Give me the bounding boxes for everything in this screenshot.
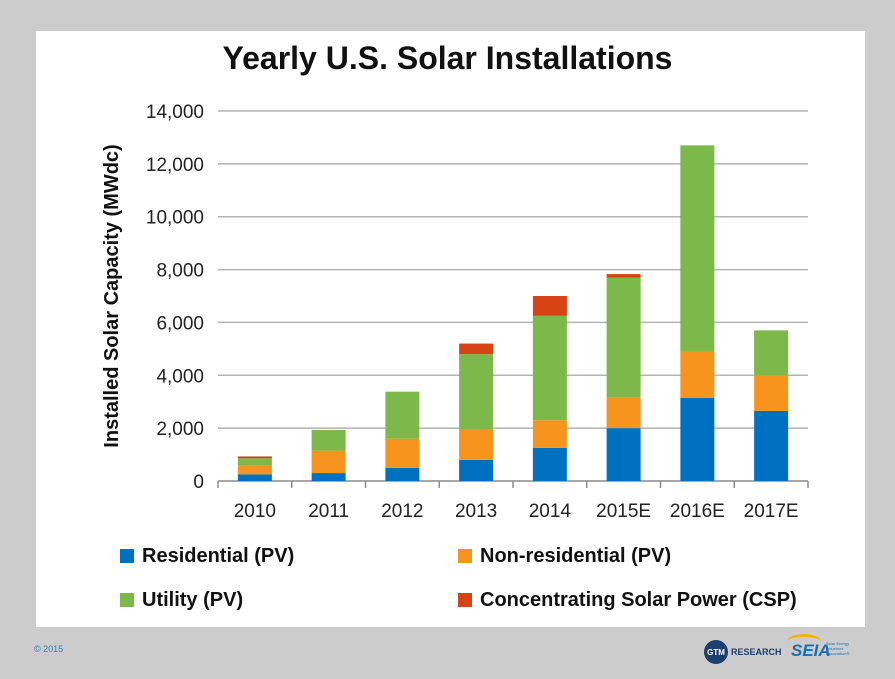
x-tick-label: 2016E [670,501,725,522]
bar-segment-residential [754,410,789,481]
legend-swatch-residential [120,549,134,563]
bar-segment-utility [311,429,346,451]
bar-segment-residential [237,474,272,481]
bar-segment-residential [532,447,567,481]
legend-item-residential: Residential (PV) [120,544,294,568]
slide-panel [36,31,865,627]
seia-arc-icon [787,634,821,649]
bar-segment-utility [459,354,494,430]
bar-segment-utility [606,277,641,398]
seia-tagline: Solar Energy Industries Association® [826,640,850,656]
y-tick-label: 8,000 [156,261,204,282]
x-tick-label: 2010 [234,501,276,522]
legend-item-nonresidential: Non-residential (PV) [458,544,671,568]
gtm-research-logo: GTM RESEARCH [704,640,782,664]
bar-segment-utility [532,315,567,421]
bar-segment-nonresidential [237,465,272,475]
x-tick-label: 2017E [744,501,799,522]
legend-swatch-utility [120,593,134,607]
x-tick-label: 2011 [308,501,349,522]
legend-label-csp: Concentrating Solar Power (CSP) [480,588,797,611]
legend-label-nonresidential: Non-residential (PV) [480,544,672,567]
bar-segment-nonresidential [532,420,567,448]
x-tick-label: 2013 [455,501,497,522]
bar-segment-residential [680,397,715,481]
bar-segment-utility [754,330,789,376]
copyright-text: © 2015 [34,644,64,654]
bar-segment-nonresidential [754,375,789,411]
y-tick-label: 12,000 [146,155,204,176]
x-tick-label: 2015E [596,501,651,522]
y-tick-label: 4,000 [156,366,204,387]
bar-segment-nonresidential [385,438,420,468]
legend-label-utility: Utility (PV) [142,588,244,611]
y-tick-label: 6,000 [156,313,204,334]
seia-mark: SEIA [787,634,831,662]
gtm-wordmark: RESEARCH [731,647,782,657]
legend-swatch-nonresidential [458,549,472,563]
bar-segment-nonresidential [680,351,715,398]
bar-segment-csp [532,296,567,316]
seia-wordmark: SEIA [791,641,831,660]
bar-segment-residential [311,473,346,481]
legend-swatch-csp [458,593,472,607]
x-tick-label: 2014 [529,501,572,522]
bar-segment-nonresidential [459,429,494,460]
y-tick-label: 10,000 [146,208,204,229]
bar-segment-nonresidential [606,397,641,429]
bar-segment-residential [606,428,641,481]
y-tick-label: 0 [193,472,204,493]
legend-label-residential: Residential (PV) [142,544,295,567]
bar-segment-residential [385,467,420,481]
y-tick-label: 14,000 [146,102,204,123]
bar-segment-residential [459,459,494,481]
seia-logo: SEIA Solar Energy Industries Association… [787,634,866,662]
bar-segment-csp [459,343,494,355]
bar-segment-utility [680,145,715,352]
bar-segment-nonresidential [311,450,346,474]
chart-title: Yearly U.S. Solar Installations [222,40,673,76]
bar-segment-csp [237,456,272,459]
y-tick-label: 2,000 [156,419,204,440]
bar-segment-csp [606,274,641,278]
legend-item-csp: Concentrating Solar Power (CSP) [458,588,797,612]
x-tick-label: 2012 [381,501,423,522]
gtm-badge: GTM [704,640,728,664]
legend-item-utility: Utility (PV) [120,588,243,612]
bar-segment-utility [385,391,420,439]
y-axis-title: Installed Solar Capacity (MWdc) [101,144,123,447]
bar-segment-utility [237,458,272,466]
